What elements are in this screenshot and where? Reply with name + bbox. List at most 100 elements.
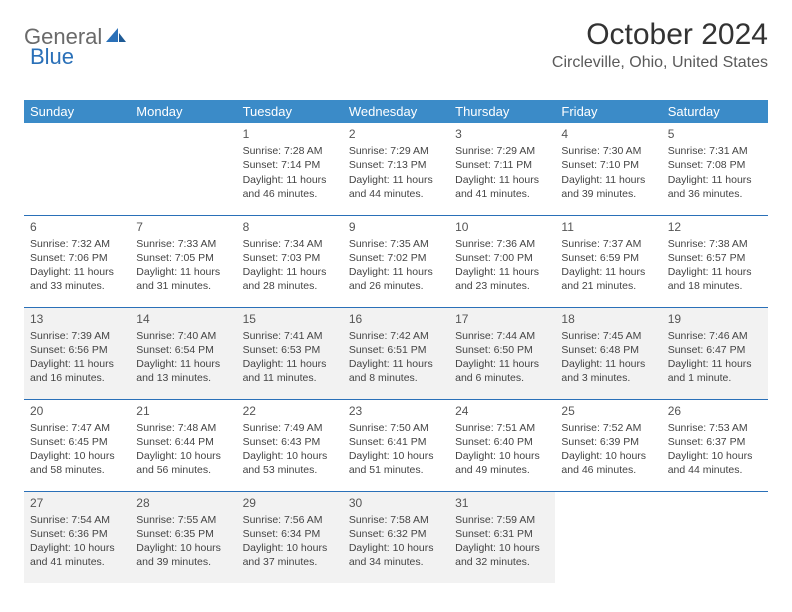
calendar-day-cell [555, 491, 661, 583]
calendar-week-row: 13Sunrise: 7:39 AMSunset: 6:56 PMDayligh… [24, 307, 768, 399]
day-number: 28 [136, 495, 230, 511]
daylight-text: Daylight: 10 hours and 56 minutes. [136, 449, 230, 477]
sunset-text: Sunset: 6:41 PM [349, 435, 443, 449]
day-number: 16 [349, 311, 443, 327]
sunrise-text: Sunrise: 7:50 AM [349, 421, 443, 435]
logo-sail-icon [106, 26, 128, 49]
sunrise-text: Sunrise: 7:30 AM [561, 144, 655, 158]
day-number: 6 [30, 219, 124, 235]
calendar-day-cell: 2 Sunrise: 7:29 AMSunset: 7:13 PMDaylight… [343, 123, 449, 215]
daylight-text: Daylight: 11 hours and 39 minutes. [561, 173, 655, 201]
daylight-text: Daylight: 10 hours and 53 minutes. [243, 449, 337, 477]
calendar-day-cell: 11 Sunrise: 7:37 AMSunset: 6:59 PMDayligh… [555, 215, 661, 307]
sunset-text: Sunset: 6:47 PM [668, 343, 762, 357]
daylight-text: Daylight: 11 hours and 13 minutes. [136, 357, 230, 385]
sunset-text: Sunset: 7:13 PM [349, 158, 443, 172]
sunrise-text: Sunrise: 7:59 AM [455, 513, 549, 527]
day-number: 14 [136, 311, 230, 327]
daylight-text: Daylight: 10 hours and 39 minutes. [136, 541, 230, 569]
calendar-day-cell: 14Sunrise: 7:40 AMSunset: 6:54 PMDayligh… [130, 307, 236, 399]
daylight-text: Daylight: 11 hours and 21 minutes. [561, 265, 655, 293]
sunset-text: Sunset: 7:06 PM [30, 251, 124, 265]
sunset-text: Sunset: 7:10 PM [561, 158, 655, 172]
calendar-day-cell: 3Sunrise: 7:29 AMSunset: 7:11 PMDaylight… [449, 123, 555, 215]
sunrise-text: Sunrise: 7:48 AM [136, 421, 230, 435]
header: General October 2024 Circleville, Ohio, … [24, 18, 768, 72]
calendar-week-row: 27Sunrise: 7:54 AMSunset: 6:36 PMDayligh… [24, 491, 768, 583]
calendar-day-cell: 12Sunrise: 7:38 AMSunset: 6:57 PMDayligh… [662, 215, 768, 307]
sunset-text: Sunset: 6:45 PM [30, 435, 124, 449]
weekday-header: Wednesday [343, 100, 449, 123]
sunrise-text: Sunrise: 7:35 AM [349, 237, 443, 251]
sunset-text: Sunset: 7:02 PM [349, 251, 443, 265]
sunrise-text: Sunrise: 7:29 AM [349, 144, 443, 158]
daylight-text: Daylight: 10 hours and 32 minutes. [455, 541, 549, 569]
day-number: 11 [561, 219, 655, 235]
sunset-text: Sunset: 6:48 PM [561, 343, 655, 357]
day-number: 25 [561, 403, 655, 419]
calendar-day-cell: 4Sunrise: 7:30 AMSunset: 7:10 PMDaylight… [555, 123, 661, 215]
calendar-day-cell: 13Sunrise: 7:39 AMSunset: 6:56 PMDayligh… [24, 307, 130, 399]
day-number: 19 [668, 311, 762, 327]
sunset-text: Sunset: 6:56 PM [30, 343, 124, 357]
calendar-week-row: 1Sunrise: 7:28 AMSunset: 7:14 PMDaylight… [24, 123, 768, 215]
calendar-day-cell: 10Sunrise: 7:36 AMSunset: 7:00 PMDayligh… [449, 215, 555, 307]
sunset-text: Sunset: 6:43 PM [243, 435, 337, 449]
daylight-text: Daylight: 11 hours and 44 minutes. [349, 173, 443, 201]
sunset-text: Sunset: 6:53 PM [243, 343, 337, 357]
sunrise-text: Sunrise: 7:40 AM [136, 329, 230, 343]
calendar-day-cell: 26Sunrise: 7:53 AMSunset: 6:37 PMDayligh… [662, 399, 768, 491]
weekday-header: Tuesday [237, 100, 343, 123]
daylight-text: Daylight: 10 hours and 41 minutes. [30, 541, 124, 569]
daylight-text: Daylight: 11 hours and 41 minutes. [455, 173, 549, 201]
weekday-header: Monday [130, 100, 236, 123]
sunrise-text: Sunrise: 7:37 AM [561, 237, 655, 251]
calendar-day-cell: 24Sunrise: 7:51 AMSunset: 6:40 PMDayligh… [449, 399, 555, 491]
sunset-text: Sunset: 6:34 PM [243, 527, 337, 541]
calendar-day-cell [24, 123, 130, 215]
calendar-day-cell [130, 123, 236, 215]
weekday-header: Saturday [662, 100, 768, 123]
sunset-text: Sunset: 7:11 PM [455, 158, 549, 172]
calendar-day-cell [662, 491, 768, 583]
day-number: 17 [455, 311, 549, 327]
calendar-day-cell: 5Sunrise: 7:31 AMSunset: 7:08 PMDaylight… [662, 123, 768, 215]
sunset-text: Sunset: 6:35 PM [136, 527, 230, 541]
calendar-day-cell: 9Sunrise: 7:35 AMSunset: 7:02 PMDaylight… [343, 215, 449, 307]
day-number: 2 [349, 126, 443, 142]
calendar-day-cell: 21Sunrise: 7:48 AMSunset: 6:44 PMDayligh… [130, 399, 236, 491]
sunset-text: Sunset: 6:50 PM [455, 343, 549, 357]
sunset-text: Sunset: 6:57 PM [668, 251, 762, 265]
day-number: 23 [349, 403, 443, 419]
day-number: 27 [30, 495, 124, 511]
day-number: 18 [561, 311, 655, 327]
calendar-table: SundayMondayTuesdayWednesdayThursdayFrid… [24, 100, 768, 583]
daylight-text: Daylight: 10 hours and 44 minutes. [668, 449, 762, 477]
calendar-day-cell: 18Sunrise: 7:45 AMSunset: 6:48 PMDayligh… [555, 307, 661, 399]
weekday-header: Thursday [449, 100, 555, 123]
sunrise-text: Sunrise: 7:55 AM [136, 513, 230, 527]
calendar-week-row: 6Sunrise: 7:32 AMSunset: 7:06 PMDaylight… [24, 215, 768, 307]
sunrise-text: Sunrise: 7:45 AM [561, 329, 655, 343]
calendar-day-cell: 7Sunrise: 7:33 AMSunset: 7:05 PMDaylight… [130, 215, 236, 307]
sunset-text: Sunset: 6:51 PM [349, 343, 443, 357]
calendar-day-cell: 22Sunrise: 7:49 AMSunset: 6:43 PMDayligh… [237, 399, 343, 491]
sunrise-text: Sunrise: 7:58 AM [349, 513, 443, 527]
sunrise-text: Sunrise: 7:49 AM [243, 421, 337, 435]
sunset-text: Sunset: 7:08 PM [668, 158, 762, 172]
day-number: 12 [668, 219, 762, 235]
daylight-text: Daylight: 11 hours and 31 minutes. [136, 265, 230, 293]
sunrise-text: Sunrise: 7:39 AM [30, 329, 124, 343]
sunrise-text: Sunrise: 7:47 AM [30, 421, 124, 435]
daylight-text: Daylight: 11 hours and 33 minutes. [30, 265, 124, 293]
day-number: 7 [136, 219, 230, 235]
calendar-header-row: SundayMondayTuesdayWednesdayThursdayFrid… [24, 100, 768, 123]
sunrise-text: Sunrise: 7:44 AM [455, 329, 549, 343]
daylight-text: Daylight: 10 hours and 37 minutes. [243, 541, 337, 569]
sunrise-text: Sunrise: 7:46 AM [668, 329, 762, 343]
daylight-text: Daylight: 11 hours and 46 minutes. [243, 173, 337, 201]
sunrise-text: Sunrise: 7:36 AM [455, 237, 549, 251]
sunset-text: Sunset: 6:59 PM [561, 251, 655, 265]
daylight-text: Daylight: 11 hours and 26 minutes. [349, 265, 443, 293]
calendar-day-cell: 19Sunrise: 7:46 AMSunset: 6:47 PMDayligh… [662, 307, 768, 399]
